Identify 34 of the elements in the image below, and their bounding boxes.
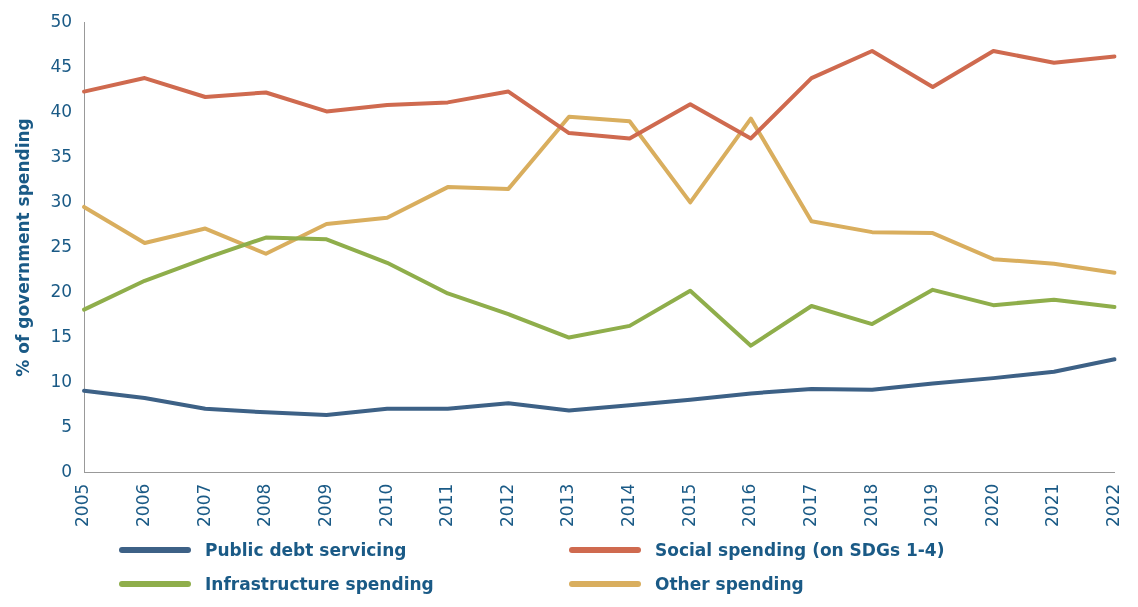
x-tick-label: 2022 <box>1103 483 1124 527</box>
legend-label: Other spending <box>655 574 804 594</box>
x-tick-label: 2013 <box>557 483 578 527</box>
y-tick-label: 35 <box>50 145 73 166</box>
y-tick-label: 50 <box>50 10 73 31</box>
x-tick-label: 2006 <box>133 483 154 527</box>
y-tick-label: 40 <box>50 100 73 121</box>
x-tick-label: 2018 <box>860 483 881 527</box>
y-tick-label: 25 <box>50 235 73 256</box>
x-tick-label: 2014 <box>618 483 639 527</box>
y-tick-label: 5 <box>61 416 73 437</box>
legend-label: Infrastructure spending <box>205 574 434 594</box>
x-tick-label: 2009 <box>314 483 335 527</box>
x-tick-label: 2010 <box>375 483 396 527</box>
x-tick-label: 2008 <box>254 483 275 527</box>
x-tick-label: 2012 <box>496 483 517 527</box>
x-tick-label: 2020 <box>981 483 1002 527</box>
y-tick-label: 45 <box>50 55 73 76</box>
x-tick-label: 2019 <box>921 483 942 527</box>
y-tick-label: 0 <box>61 461 73 482</box>
x-tick-label: 2021 <box>1042 483 1063 527</box>
x-tick-label: 2005 <box>72 483 93 527</box>
legend-label: Public debt servicing <box>205 540 407 560</box>
y-tick-label: 30 <box>50 190 73 211</box>
y-tick-label: 10 <box>50 371 73 392</box>
x-tick-label: 2017 <box>799 483 820 527</box>
y-axis-title: % of government spending <box>12 118 33 377</box>
x-tick-label: 2016 <box>739 483 760 527</box>
legend-label: Social spending (on SDGs 1-4) <box>655 540 945 560</box>
x-tick-label: 2011 <box>436 483 457 527</box>
y-tick-label: 15 <box>50 326 73 346</box>
x-tick-label: 2007 <box>193 483 214 527</box>
y-tick-label: 20 <box>50 280 73 301</box>
x-tick-label: 2015 <box>678 483 699 527</box>
